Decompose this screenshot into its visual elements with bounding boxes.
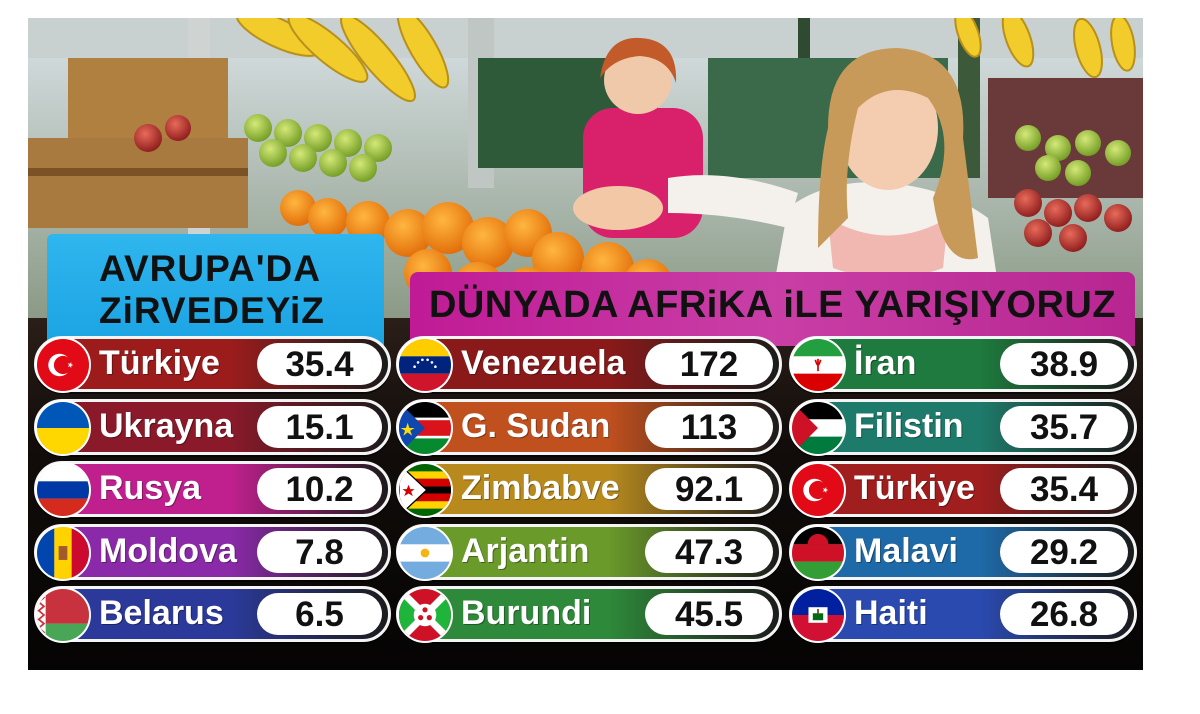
europe-value: 7.8 <box>257 530 382 573</box>
world-col1-value: 113 <box>645 405 773 448</box>
europe-header: AVRUPA'DA ZiRVEDEYiZ <box>47 234 384 352</box>
world-col1-country-name: Venezuela <box>461 344 626 382</box>
europe-row: Türkiye 35.4 <box>34 336 391 393</box>
europe-title-line2: ZiRVEDEYiZ <box>99 290 325 331</box>
world-col1-row: Zimbabve 92.1 <box>396 461 782 518</box>
iran-flag-icon <box>790 337 846 393</box>
world-col1-country-name: G. Sudan <box>461 406 611 445</box>
world-col2-value: 35.4 <box>1000 468 1128 510</box>
europe-row: Ukrayna 15.1 <box>34 398 391 456</box>
europe-country-name: Moldova <box>99 531 237 570</box>
world-col2-row: İran 38.9 <box>789 336 1137 393</box>
palestine-flag-icon <box>790 399 846 456</box>
europe-country-name: Belarus <box>99 594 224 632</box>
world-col1-value: 172 <box>645 343 773 385</box>
moldova-flag-icon <box>35 524 91 581</box>
world-col2-value: 35.7 <box>1000 405 1128 448</box>
europe-row: Rusya 10.2 <box>34 461 391 518</box>
south-sudan-flag-icon <box>397 399 453 456</box>
europe-value: 35.4 <box>257 343 382 385</box>
world-col2-country-name: Türkiye <box>854 469 975 507</box>
world-col1-row: Burundi 45.5 <box>396 586 782 643</box>
world-col1-row: Arjantin 47.3 <box>396 523 782 581</box>
world-col1-row: Venezuela 172 <box>396 336 782 393</box>
europe-value: 15.1 <box>257 405 382 448</box>
zimbabwe-flag-icon <box>397 462 453 518</box>
argentina-flag-icon <box>397 524 453 581</box>
world-col2-country-name: Malavi <box>854 531 958 570</box>
russia-flag-icon <box>35 462 91 518</box>
world-col2-row: Haiti 26.8 <box>789 586 1137 643</box>
world-col1-row: G. Sudan 113 <box>396 398 782 456</box>
world-col2-value: 38.9 <box>1000 343 1128 385</box>
world-col1-country-name: Arjantin <box>461 531 590 570</box>
ukraine-flag-icon <box>35 399 91 456</box>
haiti-flag-icon <box>790 587 846 643</box>
world-col2-row: Malavi 29.2 <box>789 523 1137 581</box>
europe-value: 6.5 <box>257 593 382 635</box>
world-col2-country-name: Haiti <box>854 594 928 632</box>
world-col2-country-name: İran <box>854 344 917 382</box>
world-col2-country-name: Filistin <box>854 406 964 445</box>
world-col1-value: 92.1 <box>645 468 773 510</box>
world-col1-value: 45.5 <box>645 593 773 635</box>
world-col1-value: 47.3 <box>645 530 773 573</box>
world-col1-country-name: Burundi <box>461 594 592 632</box>
world-col2-row: Filistin 35.7 <box>789 398 1137 456</box>
malawi-flag-icon <box>790 524 846 581</box>
world-title: DÜNYADA AFRiKA iLE YARIŞIYORUZ <box>428 284 1117 326</box>
europe-country-name: Türkiye <box>99 344 220 382</box>
world-col2-value: 29.2 <box>1000 530 1128 573</box>
world-col2-value: 26.8 <box>1000 593 1128 635</box>
market-photo <box>28 18 1143 318</box>
turkey-flag-icon <box>35 337 91 393</box>
world-col2-row: Türkiye 35.4 <box>789 461 1137 518</box>
burundi-flag-icon <box>397 587 453 643</box>
infographic: AVRUPA'DA ZiRVEDEYiZ DÜNYADA AFRiKA iLE … <box>28 18 1143 670</box>
europe-title: AVRUPA'DA ZiRVEDEYiZ <box>99 248 359 332</box>
belarus-flag-icon <box>35 587 91 643</box>
europe-value: 10.2 <box>257 468 382 510</box>
turkey-flag-icon <box>790 462 846 518</box>
venezuela-flag-icon <box>397 337 453 393</box>
europe-country-name: Ukrayna <box>99 406 234 445</box>
europe-row: Belarus 6.5 <box>34 586 391 643</box>
europe-title-line1: AVRUPA'DA <box>99 248 321 289</box>
europe-row: Moldova 7.8 <box>34 523 391 581</box>
world-header: DÜNYADA AFRiKA iLE YARIŞIYORUZ <box>410 272 1135 346</box>
europe-country-name: Rusya <box>99 469 202 507</box>
world-col1-country-name: Zimbabve <box>461 469 620 507</box>
